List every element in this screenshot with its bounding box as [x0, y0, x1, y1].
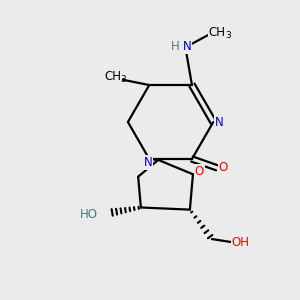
Text: OH: OH [232, 236, 250, 249]
Text: N: N [215, 116, 224, 128]
Text: HO: HO [80, 208, 98, 221]
Text: CH: CH [208, 26, 226, 39]
Text: 3: 3 [121, 75, 126, 84]
Text: 3: 3 [225, 31, 231, 40]
Text: CH: CH [104, 70, 121, 83]
Text: N: N [143, 156, 152, 169]
Text: H: H [170, 40, 179, 53]
Text: N: N [183, 40, 191, 53]
Text: O: O [219, 161, 228, 174]
Text: O: O [195, 165, 204, 178]
